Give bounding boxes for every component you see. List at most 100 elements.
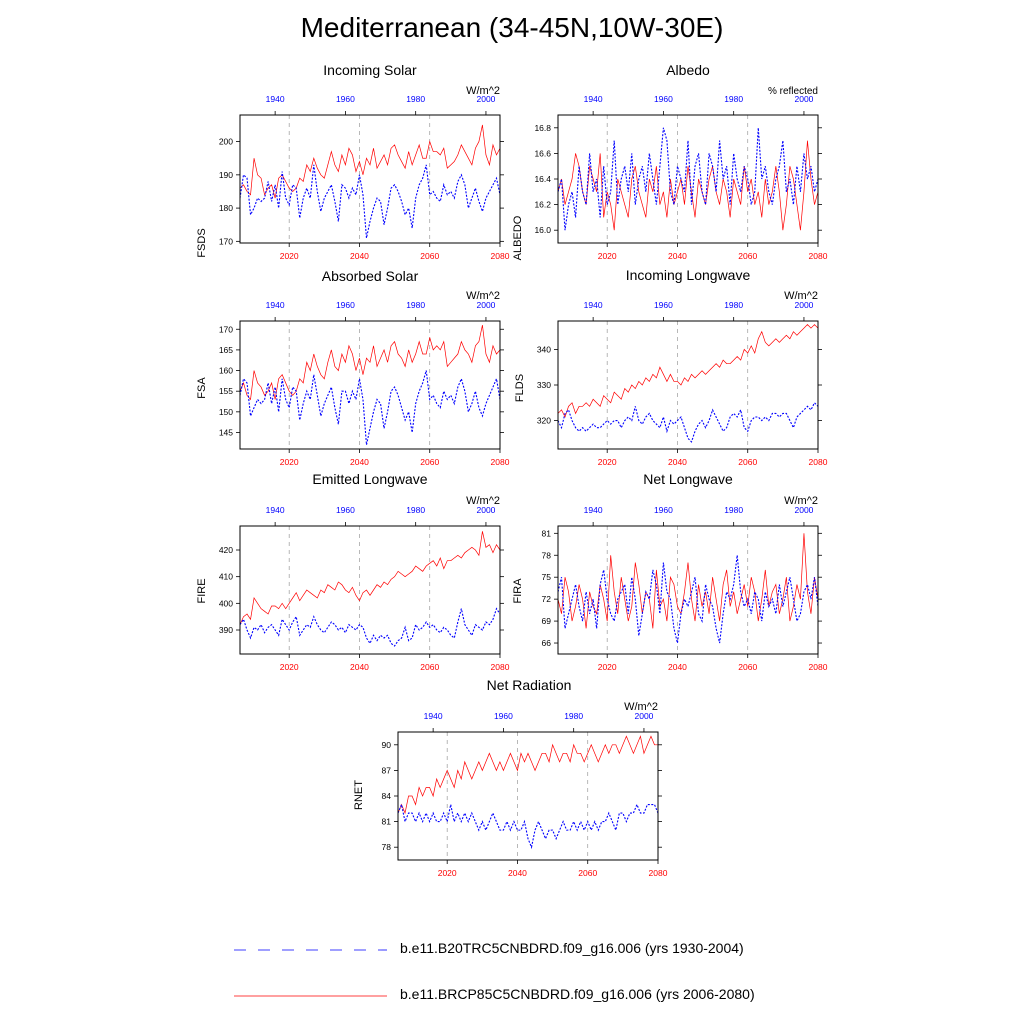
x-tick-label-bottom: 2020 xyxy=(598,662,617,672)
x-tick-label-bottom: 2040 xyxy=(668,251,687,261)
y-tick-label: 84 xyxy=(382,791,392,801)
x-tick-label-bottom: 2020 xyxy=(280,251,299,261)
x-tick-label-top: 1940 xyxy=(266,94,285,104)
y-tick-label: 145 xyxy=(219,427,233,437)
x-tick-label-top: 1980 xyxy=(724,505,743,515)
x-tick-label-top: 2000 xyxy=(794,505,813,515)
series-line-historical xyxy=(557,555,819,644)
y-tick-label: 81 xyxy=(542,528,552,538)
panel-ylabel: FSA xyxy=(196,377,208,399)
series-line-future xyxy=(557,324,819,418)
series-line-historical xyxy=(239,164,501,239)
series-line-future xyxy=(557,533,819,629)
panel-ylabel: FSDS xyxy=(196,228,208,257)
y-tick-label: 16.0 xyxy=(534,225,551,235)
chart-panel-incoming-solar: Incoming Solar W/m^2 FSDS 170 180 190 200 20… xyxy=(196,62,510,261)
y-tick-label: 170 xyxy=(219,236,233,246)
x-tick-label-bottom: 2020 xyxy=(598,457,617,467)
x-tick-label-top: 1940 xyxy=(584,505,603,515)
x-tick-label-top: 1940 xyxy=(266,505,285,515)
y-tick-label: 150 xyxy=(219,407,233,417)
y-tick-label: 400 xyxy=(219,598,233,608)
x-tick-label-bottom: 2060 xyxy=(738,251,757,261)
chart-panel-absorbed-solar: Absorbed Solar W/m^2 FSA 145 150 155 160 165… xyxy=(196,268,510,467)
x-tick-label-bottom: 2040 xyxy=(350,662,369,672)
y-tick-label: 165 xyxy=(219,345,233,355)
y-tick-label: 190 xyxy=(219,170,233,180)
y-tick-label: 170 xyxy=(219,324,233,334)
x-tick-label-bottom: 2020 xyxy=(280,457,299,467)
series-line-historical xyxy=(557,127,819,231)
panel-title: Incoming Solar xyxy=(323,62,417,78)
x-tick-label-bottom: 2080 xyxy=(809,251,828,261)
panel-units: W/m^2 xyxy=(466,495,500,507)
series-line-historical xyxy=(239,607,501,647)
y-tick-label: 78 xyxy=(382,842,392,852)
chart-panel-albedo: Albedo % reflected ALBEDO 16.016.216.416… xyxy=(512,62,828,261)
y-tick-label: 87 xyxy=(382,765,392,775)
x-tick-label-top: 2000 xyxy=(476,94,495,104)
y-tick-label: 155 xyxy=(219,386,233,396)
x-tick-label-bottom: 2060 xyxy=(420,457,439,467)
x-tick-label-bottom: 2080 xyxy=(649,868,668,878)
x-tick-label-top: 2000 xyxy=(476,505,495,515)
x-tick-label-bottom: 2020 xyxy=(438,868,457,878)
x-tick-label-top: 1960 xyxy=(654,505,673,515)
legend-swatch-dashed xyxy=(234,949,387,951)
y-tick-label: 180 xyxy=(219,203,233,213)
legend-swatch-solid xyxy=(234,995,387,997)
plot-frame xyxy=(239,320,501,450)
y-tick-label: 69 xyxy=(542,616,552,626)
panel-ylabel: FIRA xyxy=(512,578,524,604)
y-tick-label: 81 xyxy=(382,817,392,827)
y-tick-label: 16.4 xyxy=(534,174,551,184)
y-tick-label: 340 xyxy=(537,344,551,354)
y-tick-label: 78 xyxy=(542,550,552,560)
y-tick-label: 66 xyxy=(542,638,552,648)
panel-title: Emitted Longwave xyxy=(312,471,427,487)
series-line-future xyxy=(557,140,819,231)
x-tick-label-bottom: 2060 xyxy=(738,457,757,467)
plot-frame xyxy=(557,525,819,655)
y-tick-label: 16.8 xyxy=(534,123,551,133)
x-tick-label-top: 1960 xyxy=(654,300,673,310)
y-tick-label: 160 xyxy=(219,366,233,376)
panel-title: Absorbed Solar xyxy=(322,268,419,284)
x-tick-label-bottom: 2080 xyxy=(491,457,510,467)
y-tick-label: 390 xyxy=(219,625,233,635)
panel-units: W/m^2 xyxy=(784,495,818,507)
x-tick-label-top: 1940 xyxy=(424,711,443,721)
x-tick-label-bottom: 2060 xyxy=(578,868,597,878)
panel-ylabel: FLDS xyxy=(514,374,526,402)
x-tick-label-bottom: 2020 xyxy=(280,662,299,672)
x-tick-label-top: 1980 xyxy=(406,505,425,515)
y-tick-label: 16.2 xyxy=(534,200,551,210)
chart-panel-incoming-longwave: Incoming Longwave W/m^2 FLDS 320 330 340 20… xyxy=(514,267,828,467)
x-tick-label-top: 1960 xyxy=(654,94,673,104)
y-tick-label: 330 xyxy=(537,380,551,390)
x-tick-label-bottom: 2040 xyxy=(350,457,369,467)
panel-ylabel: RNET xyxy=(353,780,365,810)
x-tick-label-top: 1980 xyxy=(406,300,425,310)
x-tick-label-bottom: 2040 xyxy=(668,662,687,672)
chart-panel-net-radiation: Net Radiation W/m^2 RNET 78 81 84 87 90 2020 2… xyxy=(353,677,668,878)
x-tick-label-bottom: 2080 xyxy=(809,457,828,467)
panel-units: W/m^2 xyxy=(784,290,818,302)
panel-units: W/m^2 xyxy=(624,701,658,713)
plot-frame xyxy=(239,525,501,655)
y-tick-label: 420 xyxy=(219,545,233,555)
y-tick-label: 320 xyxy=(537,416,551,426)
x-tick-label-top: 1940 xyxy=(584,300,603,310)
series-line-future xyxy=(397,735,658,815)
x-tick-label-bottom: 2060 xyxy=(738,662,757,672)
legend-label: b.e11.BRCP85C5CNBDRD.f09_g16.006 (yrs 20… xyxy=(400,986,755,1002)
y-tick-label: 16.6 xyxy=(534,148,551,158)
y-tick-label: 72 xyxy=(542,594,552,604)
plot-area: 78 81 84 87 90 2020 2040 2060 2080 1940 1960 1980 20… xyxy=(382,711,668,878)
y-tick-label: 75 xyxy=(542,572,552,582)
x-tick-label-top: 2000 xyxy=(634,711,653,721)
x-tick-label-top: 1960 xyxy=(336,94,355,104)
series-line-future xyxy=(239,124,501,199)
series-line-future xyxy=(239,325,501,401)
series-line-historical xyxy=(239,370,501,445)
